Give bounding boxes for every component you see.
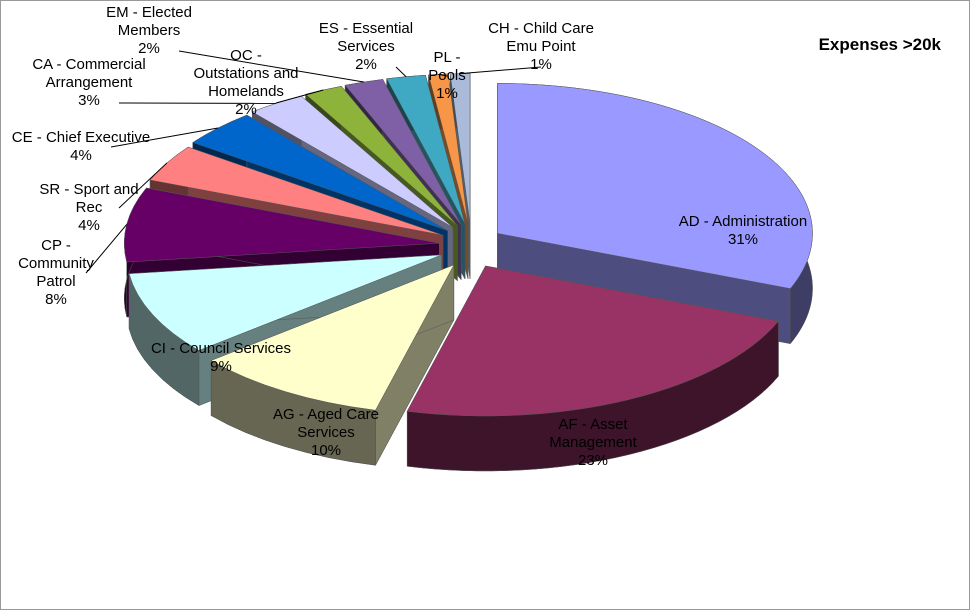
value-label: 1% (530, 56, 552, 73)
data-label: OC - Outstations and Homelands 2% (191, 47, 301, 119)
value-label: 2% (138, 40, 160, 57)
data-label: CH - Child Care Emu Point 1% (486, 20, 596, 74)
data-label: AF - Asset Management 23% (523, 416, 663, 470)
slice (497, 83, 813, 289)
leader-line (438, 73, 448, 77)
value-label: 9% (210, 358, 232, 375)
value-label: 2% (235, 101, 257, 118)
value-label: 2% (355, 56, 377, 73)
chart-title: Expenses >20k (818, 35, 941, 54)
leader-line (275, 89, 324, 104)
category-label: AD - Administration (678, 213, 808, 230)
data-label: CI - Council Services 9% (136, 340, 306, 376)
category-label: EM - Elected Members (106, 4, 192, 39)
category-label: AF - Asset Management (549, 416, 637, 451)
data-label: PL - Pools 1% (422, 49, 472, 103)
category-label: CA - Commercial Arrangement (32, 56, 146, 91)
leader-line (178, 50, 364, 83)
data-label: CP - Community Patrol 8% (6, 237, 106, 309)
value-label: 4% (70, 147, 92, 164)
data-label: AG - Aged Care Services 10% (261, 406, 391, 460)
slice (305, 85, 458, 226)
category-label: OC - Outstations and Homelands (193, 47, 299, 100)
data-label: SR - Sport and Rec 4% (34, 181, 144, 235)
value-label: 1% (436, 85, 458, 102)
category-label: ES - Essential Services (318, 20, 414, 55)
data-label: CE - Chief Executive 4% (11, 129, 151, 165)
category-label: SR - Sport and Rec (39, 181, 139, 216)
value-label: 23% (577, 452, 609, 469)
category-label: CE - Chief Executive (11, 129, 151, 146)
data-label: ES - Essential Services 2% (311, 20, 421, 74)
slice (128, 254, 442, 351)
category-label: CI - Council Services (150, 340, 292, 357)
value-label: 3% (78, 92, 100, 109)
data-label: EM - Elected Members 2% (79, 4, 219, 58)
category-label: CP - Community Patrol (18, 237, 94, 290)
value-label: 31% (727, 231, 759, 248)
leader-line (85, 224, 128, 274)
data-label: CA - Commercial Arrangement 3% (19, 56, 159, 110)
value-label: 4% (78, 217, 100, 234)
category-label: AG - Aged Care Services (273, 406, 379, 441)
slice (210, 264, 455, 411)
leader-line (395, 66, 407, 78)
value-label: 10% (310, 442, 342, 459)
data-label: AD - Administration 31% (648, 213, 838, 249)
category-label: CH - Child Care Emu Point (488, 20, 594, 55)
category-label: PL - Pools (428, 49, 466, 84)
leader-line (118, 162, 168, 209)
leader-line (110, 127, 219, 148)
slice (149, 146, 444, 236)
leader-line (460, 66, 542, 75)
slice (406, 265, 779, 417)
value-label: 8% (45, 291, 67, 308)
slice (192, 114, 448, 231)
slice (124, 187, 440, 263)
